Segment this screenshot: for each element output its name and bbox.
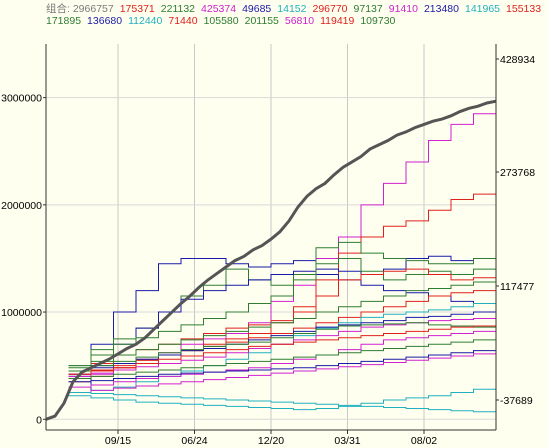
- series-line: [68, 387, 497, 411]
- axes: 3000000 2000000 1000000 0 428934 273768 117477…: [1, 44, 535, 447]
- legend-entry: 112440: [128, 15, 162, 27]
- y-left-tick-label: 2000000: [1, 200, 42, 212]
- legend-entry: 97137: [354, 3, 383, 15]
- x-tick-label: 09/15: [105, 435, 131, 447]
- legend-entry: 105580: [204, 15, 239, 27]
- series-line: [68, 324, 497, 375]
- legend-entry: 155133: [506, 3, 541, 15]
- series-line: [68, 255, 497, 377]
- series-line: [68, 322, 497, 372]
- y-right-tick-label: 117477: [500, 281, 534, 293]
- series-line: [68, 391, 497, 413]
- legend-entry: 组合: 2966757: [46, 2, 114, 15]
- series-line: [68, 351, 497, 393]
- main-series-line: [45, 99, 497, 421]
- legend-entry: 49685: [242, 3, 271, 15]
- legend-entry: 221132: [161, 3, 195, 15]
- legend-entry: 136680: [87, 15, 122, 27]
- legend-entry: 56810: [285, 15, 314, 27]
- legend-entry: 119419: [320, 15, 354, 27]
- x-tick-label: 12/20: [258, 435, 284, 447]
- series-line: [68, 337, 497, 380]
- legend-entry: 141965: [465, 3, 500, 15]
- y-right-tick-label: -37689: [500, 395, 533, 407]
- legend-entry: 91410: [389, 3, 418, 15]
- legend-entry: 14152: [277, 3, 306, 15]
- series-line: [68, 279, 497, 369]
- x-tick-label: 06/24: [181, 435, 207, 447]
- y-right-tick-label: 273768: [500, 167, 535, 179]
- legend-entry: 425374: [201, 3, 236, 15]
- series-line: [68, 270, 497, 393]
- series-group: [45, 99, 497, 421]
- legend-entry: 71440: [168, 15, 197, 27]
- legend: 组合: 2966757 175371 221132 425374 49685 14152 2…: [46, 2, 541, 27]
- legend-entry: 109730: [360, 15, 395, 27]
- series-line: [68, 330, 497, 388]
- y-left-tick-label: 0: [36, 414, 42, 426]
- y-right-tick-label: 428934: [500, 54, 535, 66]
- legend-entry: 171895: [46, 15, 81, 27]
- legend-entry: 296770: [312, 3, 347, 15]
- y-left-tick-label: 3000000: [1, 93, 42, 105]
- legend-entry: 213480: [424, 3, 459, 15]
- legend-entry: 201155: [245, 15, 279, 27]
- legend-entry: 175371: [120, 3, 155, 15]
- x-tick-label: 03/31: [334, 435, 360, 447]
- y-left-tick-label: 1000000: [1, 307, 42, 319]
- x-tick-label: 08/02: [411, 435, 437, 447]
- series-line: [68, 348, 497, 383]
